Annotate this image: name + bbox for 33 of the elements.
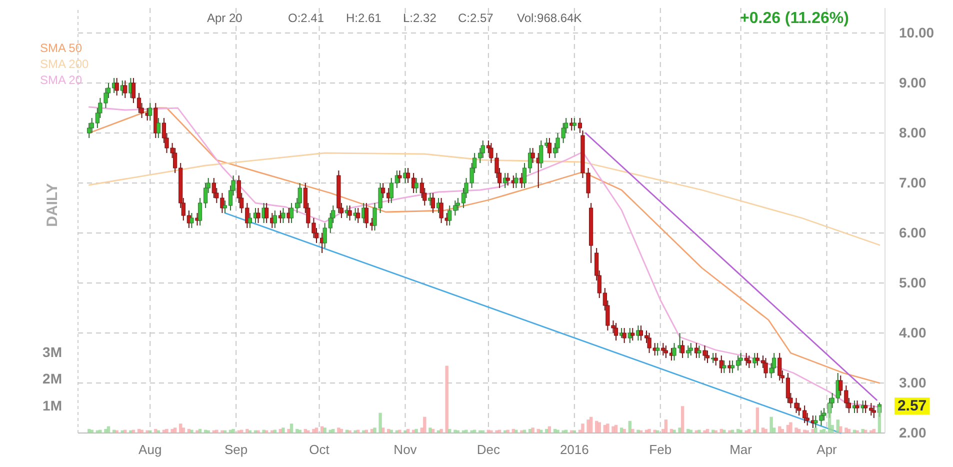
- annotation: O:2.41: [288, 11, 324, 25]
- x-tick-label: Sep: [224, 442, 248, 458]
- y-tick-label: 6.00: [899, 224, 926, 240]
- annotation: Apr 20: [207, 11, 243, 25]
- y-tick-label: 7.00: [899, 174, 926, 190]
- x-tick-label: Apr: [816, 442, 838, 458]
- annotation: Vol:968.64K: [517, 11, 582, 25]
- x-tick-label: Nov: [394, 442, 418, 458]
- x-tick-label: 2016: [560, 442, 589, 458]
- y-tick-label: 4.00: [899, 324, 926, 340]
- text: SMA 200: [40, 57, 90, 71]
- annotation: +0.26 (11.26%): [740, 10, 849, 27]
- annotation: H:2.61: [346, 11, 382, 25]
- y-tick-label: 8.00: [899, 124, 926, 140]
- x-tick-label: Aug: [138, 442, 162, 458]
- series-label: SMA 20: [40, 73, 82, 87]
- y-tick-label: 2.00: [899, 424, 926, 440]
- y2-tick-label: 2M: [42, 370, 62, 387]
- x-tick-label: Feb: [649, 442, 672, 458]
- x-tick-label: Oct: [309, 442, 330, 458]
- x-tick-label: Dec: [476, 442, 500, 458]
- y2-tick-label: 1M: [42, 398, 62, 414]
- y-tick-label: 3.00: [899, 374, 926, 390]
- annotation: L:2.32: [403, 11, 437, 25]
- y-tick-label: 9.00: [899, 74, 926, 90]
- y2-tick-label: 3M: [42, 344, 62, 360]
- annotation: C:2.57: [458, 11, 494, 25]
- y-tick-label: 10.00: [899, 24, 934, 40]
- annotation: 2.57: [897, 398, 927, 414]
- text: SMA 50: [40, 41, 82, 55]
- text: DAILY: [44, 183, 61, 227]
- x-tick-label: Mar: [730, 442, 753, 458]
- y-tick-label: 5.00: [899, 274, 926, 290]
